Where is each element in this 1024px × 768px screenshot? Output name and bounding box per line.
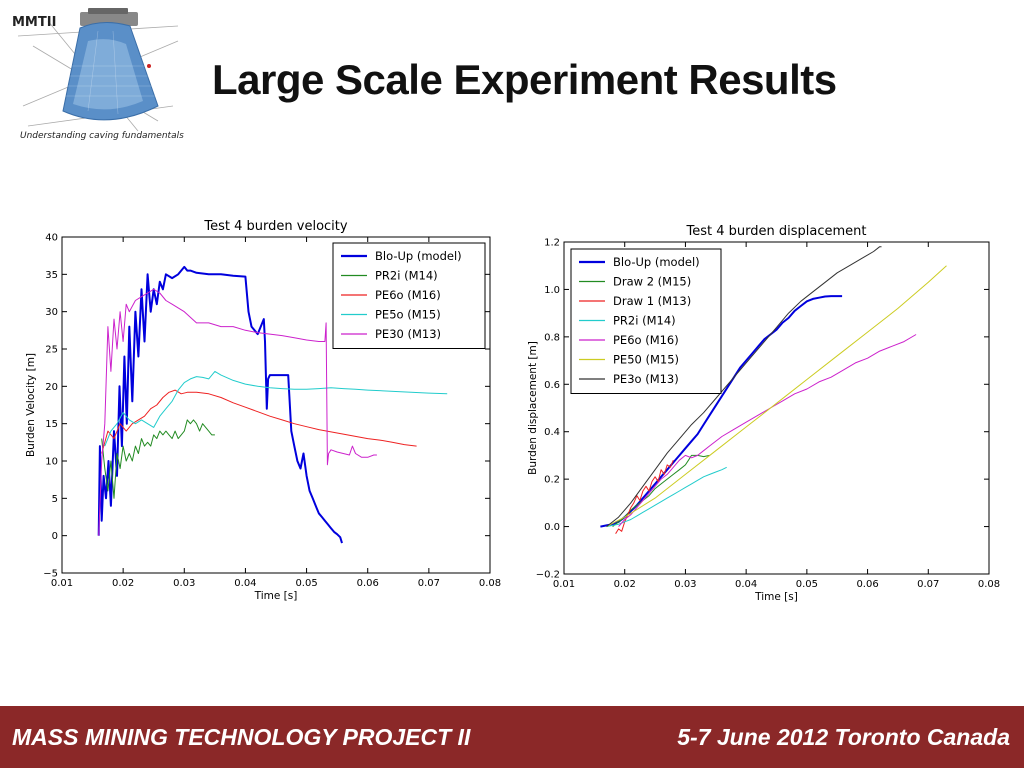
displacement-x-axis-label: Time [s]: [754, 591, 798, 603]
velocity-y-tick-label: 10: [45, 457, 58, 468]
velocity-series-line-1: [101, 419, 215, 499]
displacement-legend: Blo-Up (model) Draw 2 (M15) Draw 1 (M13) PR…: [570, 248, 722, 394]
displacement-y-axis-label: Burden displacement [m]: [527, 341, 539, 475]
footer-bar: MASS MINING TECHNOLOGY PROJECT II 5-7 Ju…: [0, 706, 1024, 768]
velocity-series-line-3: [104, 370, 448, 447]
velocity-x-tick-label: 0.04: [234, 578, 256, 589]
velocity-x-tick-label: 0.05: [295, 578, 317, 589]
velocity-legend-box: [332, 242, 486, 349]
velocity-chart: Test 4 burden velocity 0.01 0.02 0.03 0.04 0.…: [0, 210, 512, 610]
velocity-y-tick-label: 20: [45, 382, 58, 393]
displacement-x-tick-label: 0.06: [856, 579, 878, 590]
displacement-x-tick-label: 0.05: [796, 579, 818, 590]
displacement-series-line-5: [606, 265, 947, 528]
displacement-chart-svg: Test 4 burden displacement 0.01 0.02 0.03 0.…: [527, 224, 1000, 603]
displacement-legend-box: [570, 248, 722, 394]
displacement-series-line-2: [615, 460, 674, 534]
displacement-y-tick-label: −0.2: [536, 570, 560, 581]
velocity-legend-label-4: PE30 (M13): [375, 327, 441, 341]
velocity-y-tick-label: 5: [52, 494, 58, 505]
velocity-y-tick-label: 40: [45, 233, 58, 244]
displacement-y-tick-label: 1.2: [544, 238, 560, 249]
velocity-y-tick-label: 25: [45, 345, 58, 356]
velocity-y-tick-label: 15: [45, 419, 58, 430]
velocity-series-line-2: [101, 389, 417, 454]
velocity-series-group: [97, 265, 448, 544]
velocity-legend-label-1: PR2i (M14): [375, 269, 438, 283]
velocity-y-axis-label: Burden Velocity [m]: [25, 353, 37, 457]
displacement-series-line-0: [600, 295, 843, 528]
displacement-series-group: [600, 246, 947, 534]
displacement-y-tick-label: 0.6: [544, 380, 560, 391]
displacement-legend-label-2: Draw 1 (M13): [613, 294, 691, 308]
velocity-chart-svg: Test 4 burden velocity 0.01 0.02 0.03 0.04 0.…: [25, 219, 501, 602]
displacement-series-line-4: [618, 334, 917, 527]
mmtii-logo: MMTII Understanding caving fundamentals: [8, 6, 188, 146]
velocity-chart-title: Test 4 burden velocity: [203, 219, 347, 234]
velocity-legend-label-3: PE5o (M15): [375, 308, 441, 322]
displacement-legend-label-0: Blo-Up (model): [613, 255, 700, 269]
displacement-legend-label-5: PE50 (M15): [613, 353, 679, 367]
displacement-series-line-6: [606, 246, 882, 527]
footer-project-name: MASS MINING TECHNOLOGY PROJECT II: [12, 724, 471, 750]
displacement-legend-label-6: PE3o (M13): [613, 372, 679, 386]
velocity-x-tick-label: 0.08: [479, 578, 501, 589]
velocity-series-line-0: [97, 265, 343, 544]
displacement-y-tick-label: 1.0: [544, 285, 560, 296]
displacement-y-tick-label: 0.8: [544, 332, 560, 343]
displacement-legend-label-1: Draw 2 (M15): [613, 275, 691, 289]
displacement-x-tick-label: 0.04: [735, 579, 757, 590]
velocity-legend: Blo-Up (model) PR2i (M14) PE6o (M16) PE5o (…: [332, 242, 486, 349]
velocity-x-tick-label: 0.06: [357, 578, 379, 589]
velocity-x-tick-label: 0.01: [51, 578, 73, 589]
displacement-y-tick-label: 0.2: [544, 475, 560, 486]
displacement-x-tick-label: 0.03: [674, 579, 696, 590]
velocity-series-line-4: [98, 288, 377, 536]
velocity-y-tick-label: 35: [45, 270, 58, 281]
velocity-x-tick-label: 0.02: [112, 578, 134, 589]
displacement-y-tick-label: 0.4: [544, 427, 560, 438]
velocity-x-tick-label: 0.03: [173, 578, 195, 589]
displacement-legend-label-4: PE6o (M16): [613, 333, 679, 347]
velocity-legend-label-0: Blo-Up (model): [375, 249, 462, 263]
velocity-y-tick-label: −5: [43, 569, 58, 580]
displacement-plot-frame: [563, 241, 990, 575]
velocity-plot-frame: [61, 236, 491, 574]
velocity-y-tick-label: 30: [45, 307, 58, 318]
velocity-y-tick-label: 0: [52, 531, 58, 542]
slide-title: Large Scale Experiment Results: [212, 56, 837, 103]
velocity-x-axis-label: Time [s]: [254, 590, 298, 602]
displacement-series-line-3: [606, 466, 727, 528]
displacement-x-tick-label: 0.07: [917, 579, 939, 590]
displacement-y-tick-label: 0.0: [544, 522, 560, 533]
velocity-x-tick-label: 0.07: [418, 578, 440, 589]
displacement-chart: Test 4 burden displacement 0.01 0.02 0.03 0.…: [512, 215, 1024, 615]
velocity-legend-label-2: PE6o (M16): [375, 288, 441, 302]
displacement-x-tick-label: 0.02: [614, 579, 636, 590]
displacement-chart-title: Test 4 burden displacement: [686, 224, 867, 239]
footer-event-date: 5-7 June 2012 Toronto Canada: [677, 724, 1010, 750]
logo-tagline: Understanding caving fundamentals: [20, 131, 184, 141]
logo-text: MMTII: [12, 15, 56, 30]
displacement-x-tick-label: 0.01: [553, 579, 575, 590]
displacement-legend-label-3: PR2i (M14): [613, 314, 676, 328]
displacement-x-tick-label: 0.08: [978, 579, 1000, 590]
